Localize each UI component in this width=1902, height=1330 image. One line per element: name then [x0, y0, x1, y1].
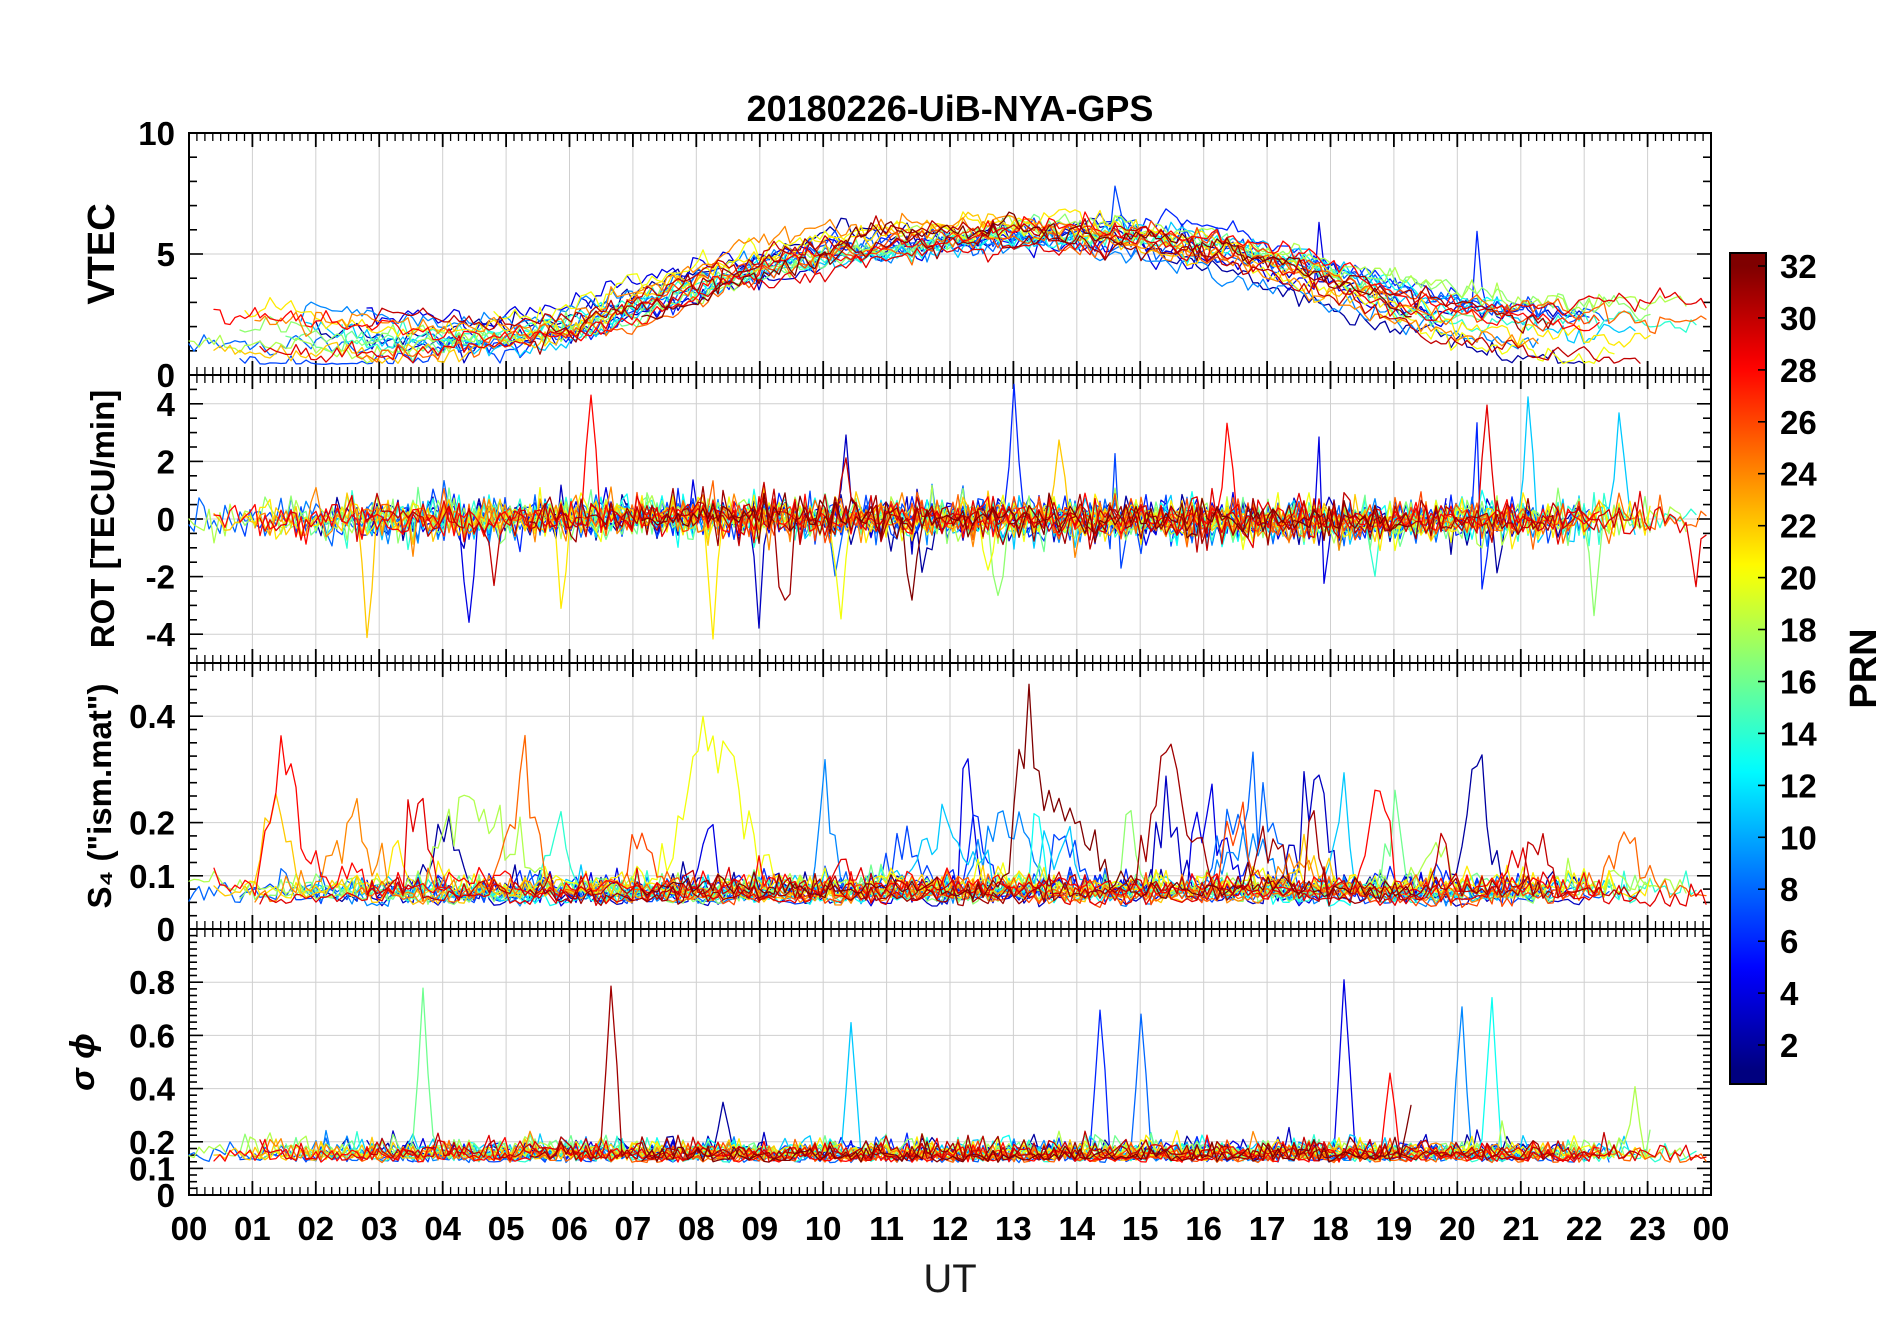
svg-text:20: 20	[1780, 560, 1817, 597]
svg-text:5: 5	[157, 236, 175, 273]
svg-text:16: 16	[1185, 1210, 1222, 1247]
svg-text:22: 22	[1566, 1210, 1603, 1247]
svg-text:07: 07	[615, 1210, 652, 1247]
svg-text:12: 12	[1780, 767, 1817, 804]
svg-text:0.2: 0.2	[129, 1124, 175, 1161]
svg-text:10: 10	[1780, 819, 1817, 856]
svg-text:21: 21	[1502, 1210, 1539, 1247]
svg-text:14: 14	[1780, 715, 1817, 752]
svg-text:20180226-UiB-NYA-GPS: 20180226-UiB-NYA-GPS	[747, 88, 1154, 129]
svg-text:00: 00	[171, 1210, 208, 1247]
svg-text:10: 10	[138, 115, 175, 152]
svg-text:16: 16	[1780, 664, 1817, 701]
svg-text:24: 24	[1780, 456, 1817, 493]
svg-text:32: 32	[1780, 248, 1817, 285]
svg-text:30: 30	[1780, 300, 1817, 337]
svg-text:0.2: 0.2	[129, 805, 175, 842]
svg-text:0.6: 0.6	[129, 1017, 175, 1054]
svg-text:03: 03	[361, 1210, 398, 1247]
svg-text:18: 18	[1780, 612, 1817, 649]
svg-text:VTEC: VTEC	[81, 203, 123, 304]
svg-text:ROT [TECU/min]: ROT [TECU/min]	[84, 390, 121, 648]
svg-text:19: 19	[1376, 1210, 1413, 1247]
svg-text:06: 06	[551, 1210, 588, 1247]
svg-text:23: 23	[1629, 1210, 1666, 1247]
svg-text:2: 2	[1780, 1027, 1798, 1064]
svg-text:22: 22	[1780, 508, 1817, 545]
svg-text:05: 05	[488, 1210, 525, 1247]
svg-text:08: 08	[678, 1210, 715, 1247]
svg-text:0.8: 0.8	[129, 964, 175, 1001]
svg-text:17: 17	[1249, 1210, 1286, 1247]
svg-text:18: 18	[1312, 1210, 1349, 1247]
svg-text:12: 12	[932, 1210, 969, 1247]
svg-text:4: 4	[1780, 975, 1799, 1012]
svg-text:4: 4	[157, 386, 176, 423]
svg-text:28: 28	[1780, 352, 1817, 389]
svg-text:S₄ ("ism.mat"): S₄ ("ism.mat")	[81, 684, 118, 909]
svg-text:-4: -4	[146, 616, 176, 653]
svg-text:00: 00	[1693, 1210, 1730, 1247]
svg-text:14: 14	[1058, 1210, 1095, 1247]
svg-text:0: 0	[157, 911, 175, 948]
svg-text:11: 11	[869, 1210, 904, 1247]
svg-text:15: 15	[1122, 1210, 1159, 1247]
svg-text:0: 0	[157, 501, 175, 538]
svg-text:20: 20	[1439, 1210, 1476, 1247]
svg-text:01: 01	[234, 1210, 271, 1247]
svg-text:-2: -2	[146, 559, 175, 596]
svg-text:10: 10	[805, 1210, 842, 1247]
svg-text:0.1: 0.1	[129, 858, 175, 895]
svg-text:0.4: 0.4	[129, 1071, 176, 1108]
svg-text:2: 2	[157, 443, 175, 480]
svg-text:6: 6	[1780, 923, 1798, 960]
svg-text:0.4: 0.4	[129, 698, 176, 735]
svg-text:02: 02	[297, 1210, 334, 1247]
svg-text:σ ϕ: σ ϕ	[64, 1033, 102, 1091]
svg-text:PRN: PRN	[1843, 628, 1885, 708]
svg-text:13: 13	[995, 1210, 1032, 1247]
svg-text:26: 26	[1780, 404, 1817, 441]
svg-text:09: 09	[741, 1210, 778, 1247]
svg-text:8: 8	[1780, 871, 1798, 908]
svg-text:UT: UT	[923, 1257, 976, 1301]
svg-text:04: 04	[424, 1210, 461, 1247]
